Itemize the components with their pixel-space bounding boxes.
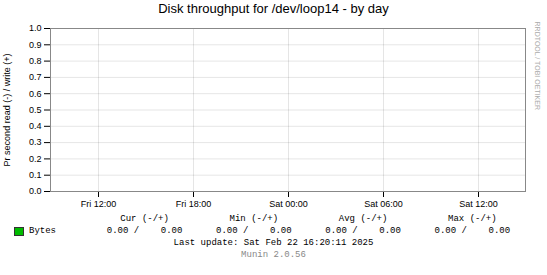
- html-text:Munin 2.0.56: Munin 2.0.56: [241, 250, 306, 260]
- html-text:Min (-/+): Min (-/+): [229, 214, 279, 224]
- svg-text:0.7: 0.7: [29, 72, 42, 82]
- svg-text:RRDTOOL / TOBI OETIKER: RRDTOOL / TOBI OETIKER: [534, 22, 541, 110]
- svg-text:0.1: 0.1: [29, 170, 42, 180]
- html-text:0.00 / 0.00: 0.00 / 0.00: [434, 226, 511, 236]
- svg-text:Fri 18:00: Fri 18:00: [176, 199, 212, 209]
- svg-text:0.6: 0.6: [29, 89, 42, 99]
- html-text:0.00 / 0.00: 0.00 / 0.00: [216, 226, 292, 236]
- html-text:Max (-/+): Max (-/+): [448, 214, 497, 224]
- svg-text:0.8: 0.8: [29, 56, 42, 66]
- html-text:0.00 / 0.00: 0.00 / 0.00: [325, 226, 401, 236]
- svg-text:Fri 12:00: Fri 12:00: [81, 199, 117, 209]
- svg-text:0.9: 0.9: [29, 40, 42, 50]
- svg-text:Sat 00:00: Sat 00:00: [269, 199, 308, 209]
- svg-text:Sat 06:00: Sat 06:00: [364, 199, 403, 209]
- svg-text:1.0: 1.0: [29, 23, 42, 33]
- html-text:Cur (-/+): Cur (-/+): [120, 214, 169, 224]
- html-text:Last update: Sat Feb 22 16:20:: Last update: Sat Feb 22 16:20:11 2025: [173, 238, 374, 248]
- html-text:Avg (-/+): Avg (-/+): [338, 214, 388, 224]
- svg-text:0.3: 0.3: [29, 137, 42, 147]
- svg-text:Pr second read (-) / write (+): Pr second read (-) / write (+): [2, 54, 12, 167]
- html-text:0.00 / 0.00: 0.00 / 0.00: [106, 226, 183, 236]
- svg-text:0.0: 0.0: [29, 186, 42, 196]
- svg-text:0.2: 0.2: [29, 154, 42, 164]
- svg-text:0.5: 0.5: [29, 105, 42, 115]
- svg-text:0.4: 0.4: [29, 121, 42, 131]
- html-text:Bytes: Bytes: [29, 226, 56, 236]
- html-text:Disk throughput for /dev/loop1: Disk throughput for /dev/loop14 - by day: [158, 1, 389, 16]
- svg-text:Sat 12:00: Sat 12:00: [459, 199, 498, 209]
